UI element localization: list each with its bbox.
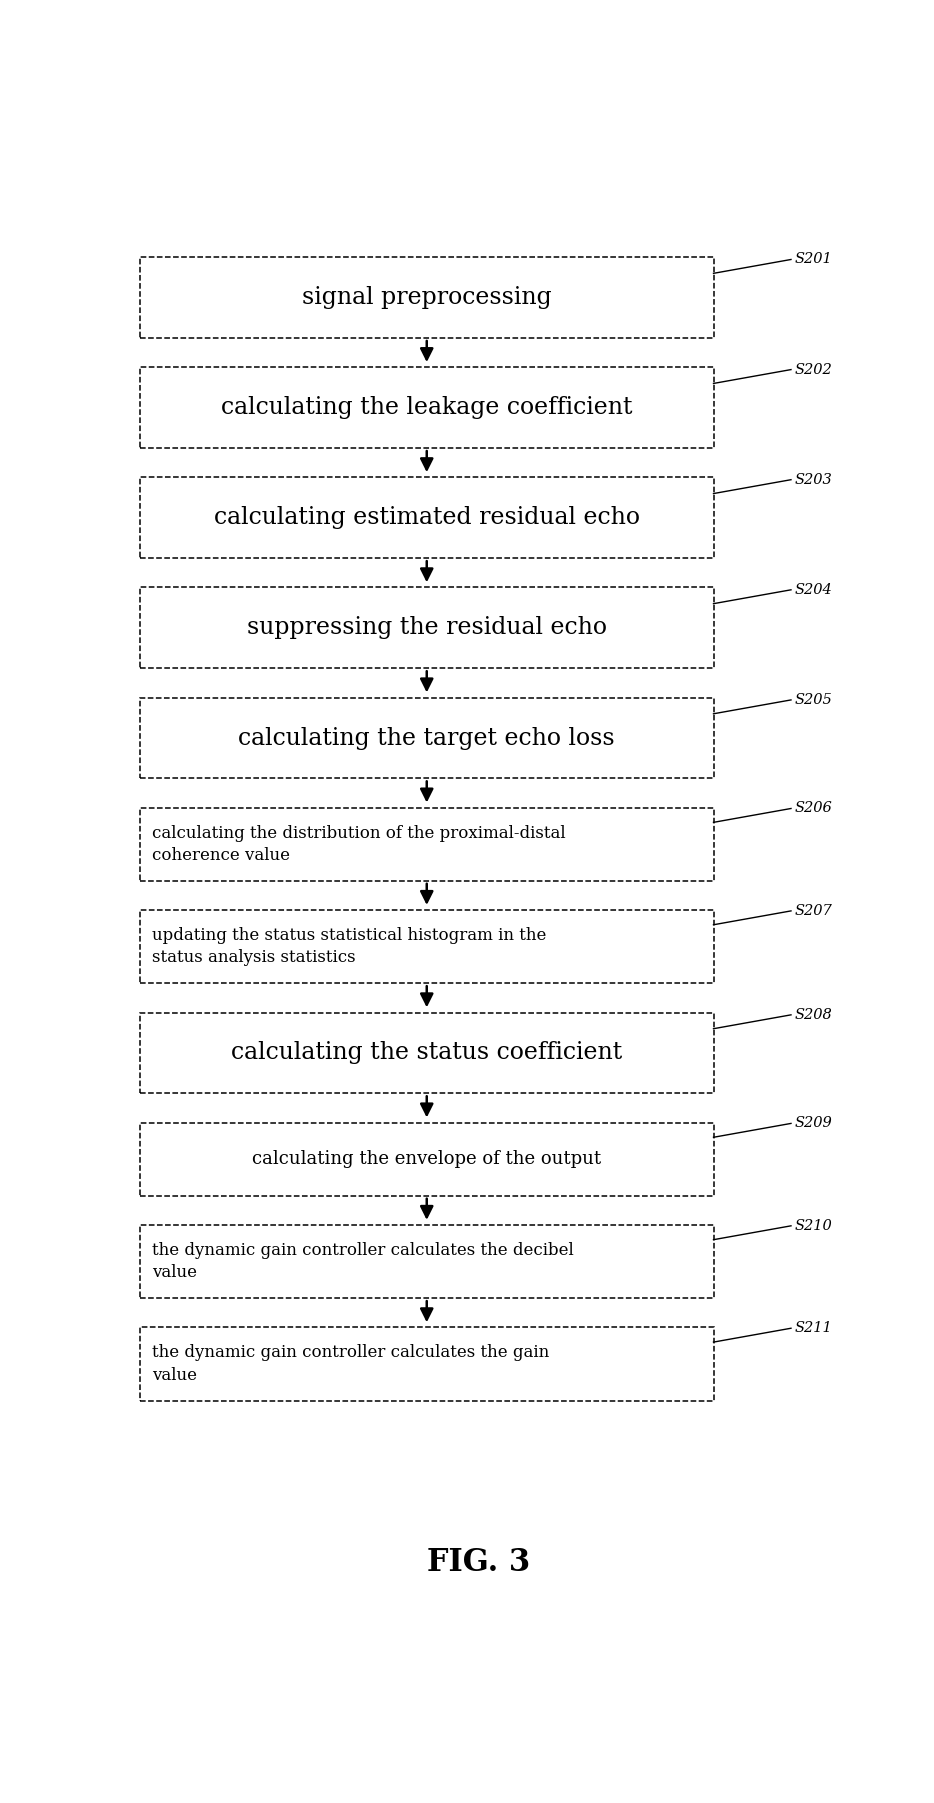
Text: S210: S210 [795, 1219, 832, 1233]
Text: S205: S205 [795, 692, 832, 707]
Text: signal preprocessing: signal preprocessing [302, 287, 552, 308]
Text: S206: S206 [795, 802, 832, 815]
FancyBboxPatch shape [140, 698, 714, 779]
Text: calculating the leakage coefficient: calculating the leakage coefficient [221, 397, 632, 420]
FancyBboxPatch shape [140, 808, 714, 882]
Text: calculating the distribution of the proximal-distal
coherence value: calculating the distribution of the prox… [151, 824, 565, 864]
Text: the dynamic gain controller calculates the decibel
value: the dynamic gain controller calculates t… [151, 1242, 573, 1282]
Text: updating the status statistical histogram in the
status analysis statistics: updating the status statistical histogra… [151, 927, 546, 966]
Text: S202: S202 [795, 362, 832, 377]
Text: S207: S207 [795, 903, 832, 918]
Text: calculating the target echo loss: calculating the target echo loss [238, 727, 616, 750]
Text: S204: S204 [795, 582, 832, 597]
FancyBboxPatch shape [140, 1327, 714, 1401]
Text: suppressing the residual echo: suppressing the residual echo [247, 617, 607, 640]
Text: S209: S209 [795, 1116, 832, 1130]
Text: S211: S211 [795, 1322, 832, 1336]
Text: S203: S203 [795, 472, 832, 487]
FancyBboxPatch shape [140, 368, 714, 449]
FancyBboxPatch shape [140, 1224, 714, 1298]
FancyBboxPatch shape [140, 911, 714, 983]
Text: calculating the envelope of the output: calculating the envelope of the output [252, 1150, 601, 1168]
Text: S201: S201 [795, 252, 832, 267]
Text: calculating the status coefficient: calculating the status coefficient [231, 1042, 622, 1064]
FancyBboxPatch shape [140, 1013, 714, 1093]
FancyBboxPatch shape [140, 478, 714, 559]
Text: calculating estimated residual echo: calculating estimated residual echo [214, 507, 640, 530]
Text: FIG. 3: FIG. 3 [427, 1547, 531, 1578]
FancyBboxPatch shape [140, 1123, 714, 1195]
Text: the dynamic gain controller calculates the gain
value: the dynamic gain controller calculates t… [151, 1345, 549, 1383]
FancyBboxPatch shape [140, 258, 714, 337]
Text: S208: S208 [795, 1008, 832, 1022]
FancyBboxPatch shape [140, 588, 714, 669]
